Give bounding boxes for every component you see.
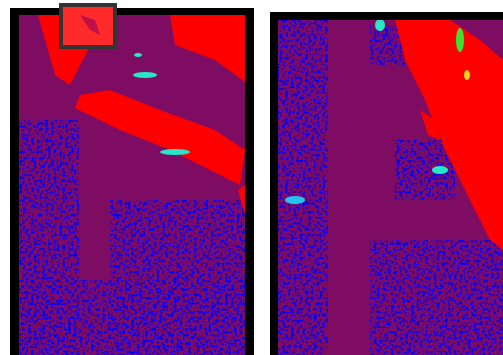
yellow-patch bbox=[464, 70, 470, 80]
cyan-patch bbox=[134, 53, 142, 57]
left-panel bbox=[10, 5, 254, 355]
screenshot bbox=[0, 0, 503, 355]
green-patch bbox=[456, 28, 464, 52]
cyan-patch bbox=[285, 196, 305, 204]
cyan-patch bbox=[375, 19, 385, 31]
right-panel bbox=[270, 12, 503, 355]
page bbox=[0, 0, 503, 355]
cyan-patch bbox=[133, 72, 157, 78]
cyan-patch bbox=[432, 166, 448, 174]
cyan-patch bbox=[160, 149, 190, 155]
